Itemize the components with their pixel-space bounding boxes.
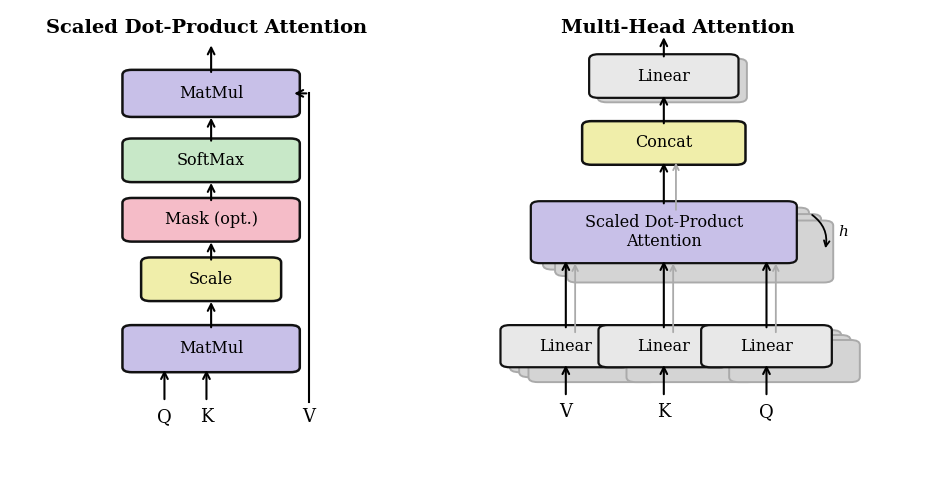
FancyBboxPatch shape [589, 54, 738, 98]
FancyBboxPatch shape [122, 139, 300, 182]
FancyBboxPatch shape [597, 58, 747, 102]
FancyBboxPatch shape [598, 325, 729, 367]
FancyBboxPatch shape [608, 330, 738, 372]
Text: Linear: Linear [637, 338, 690, 355]
Text: Linear: Linear [539, 338, 592, 355]
FancyBboxPatch shape [710, 330, 841, 372]
Text: V: V [302, 408, 316, 426]
FancyBboxPatch shape [543, 208, 809, 270]
FancyBboxPatch shape [567, 221, 833, 282]
Text: SoftMax: SoftMax [177, 152, 246, 169]
FancyBboxPatch shape [122, 198, 300, 241]
Text: Scale: Scale [189, 271, 233, 288]
Text: Scaled Dot-Product Attention: Scaled Dot-Product Attention [46, 19, 367, 37]
Text: Q: Q [759, 403, 774, 421]
FancyBboxPatch shape [729, 340, 860, 382]
FancyBboxPatch shape [582, 121, 745, 165]
FancyBboxPatch shape [528, 340, 659, 382]
FancyBboxPatch shape [122, 70, 300, 117]
FancyBboxPatch shape [510, 330, 641, 372]
FancyBboxPatch shape [627, 340, 757, 382]
FancyBboxPatch shape [702, 325, 831, 367]
FancyBboxPatch shape [520, 335, 649, 377]
Text: h: h [838, 225, 848, 239]
FancyBboxPatch shape [617, 335, 748, 377]
Text: MatMul: MatMul [179, 340, 244, 357]
Text: Linear: Linear [740, 338, 793, 355]
FancyBboxPatch shape [141, 258, 282, 301]
Text: Mask (opt.): Mask (opt.) [165, 211, 258, 228]
Text: MatMul: MatMul [179, 85, 244, 102]
Text: K: K [200, 408, 213, 426]
Text: Multi-Head Attention: Multi-Head Attention [561, 19, 794, 37]
Text: V: V [559, 403, 573, 421]
Text: K: K [657, 403, 670, 421]
FancyBboxPatch shape [501, 325, 631, 367]
Text: Concat: Concat [635, 135, 692, 152]
Text: Q: Q [157, 408, 172, 426]
FancyBboxPatch shape [122, 325, 300, 372]
FancyBboxPatch shape [556, 214, 821, 276]
FancyBboxPatch shape [531, 201, 797, 263]
Text: Linear: Linear [637, 68, 690, 85]
Text: Scaled Dot-Product
Attention: Scaled Dot-Product Attention [585, 214, 743, 250]
FancyBboxPatch shape [720, 335, 850, 377]
